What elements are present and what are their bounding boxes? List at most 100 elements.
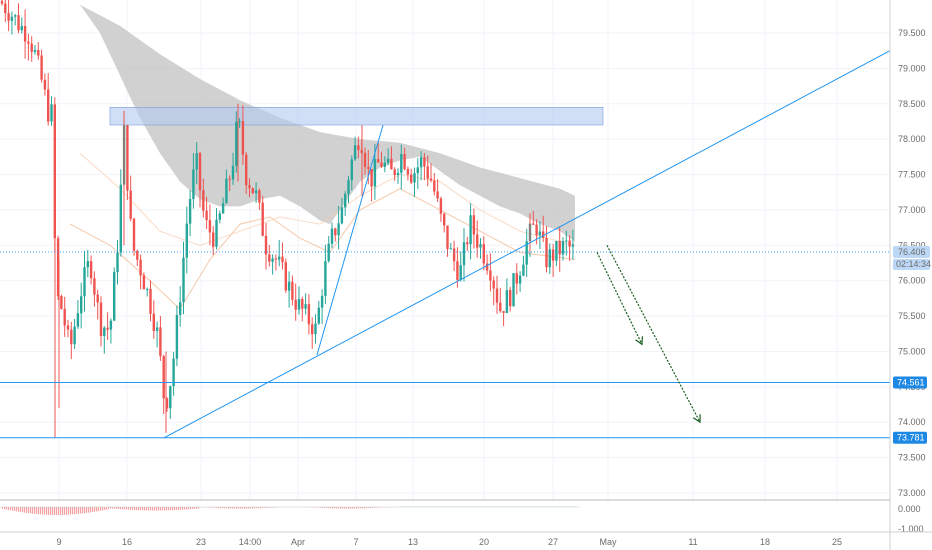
price-tick-label: 79.500 xyxy=(898,28,926,38)
moving-average-fast xyxy=(69,188,576,310)
candle-body xyxy=(542,231,545,238)
histogram-bar xyxy=(368,507,370,509)
histogram-bar xyxy=(82,507,84,514)
candle-body xyxy=(241,121,245,155)
histogram-bar xyxy=(270,507,272,508)
histogram-bar xyxy=(366,507,368,509)
candle-body xyxy=(301,299,304,309)
candle-body xyxy=(258,190,261,203)
histogram-bar xyxy=(556,506,558,507)
candle-body xyxy=(175,315,179,359)
candle-body xyxy=(146,288,149,290)
histogram-bar xyxy=(378,507,380,508)
histogram-bar xyxy=(422,506,424,507)
histogram-bar xyxy=(166,507,168,511)
histogram-bar xyxy=(170,507,172,511)
candle-body xyxy=(119,184,122,253)
histogram-bar xyxy=(486,506,488,507)
histogram-bar xyxy=(516,506,518,507)
candle-body xyxy=(334,228,337,236)
time-tick-label: 23 xyxy=(196,537,206,547)
candle-body xyxy=(314,323,317,335)
histogram-bar xyxy=(216,507,218,508)
price-axis[interactable]: 79.500 79.000 78.500 78.000 77.500 77.000 76.5… xyxy=(898,28,926,498)
histogram-bar xyxy=(356,507,358,509)
candle-body xyxy=(109,320,113,330)
histogram-bar xyxy=(512,506,514,507)
histogram-bar xyxy=(448,506,450,507)
time-tick-label: 7 xyxy=(353,537,358,547)
histogram-bar xyxy=(510,506,512,507)
candle-body xyxy=(202,190,205,211)
candle-body xyxy=(271,258,274,262)
histogram-bar xyxy=(346,507,348,509)
candle-body xyxy=(367,167,370,169)
candle-body xyxy=(571,244,575,247)
candle-body xyxy=(106,327,109,330)
candle-body xyxy=(33,50,37,52)
histogram-bar xyxy=(472,506,474,507)
candle-body xyxy=(172,358,175,387)
histogram-bar xyxy=(330,507,332,509)
histogram-bar xyxy=(534,506,536,507)
histogram-bar xyxy=(428,506,430,507)
histogram-bar xyxy=(68,507,70,515)
candle-body xyxy=(43,79,47,90)
candle-body xyxy=(245,154,248,186)
candle-body xyxy=(462,242,466,266)
histogram-bar xyxy=(192,507,194,510)
histogram-bar xyxy=(24,507,26,513)
countdown-label: 02:14:34 xyxy=(896,259,931,269)
histogram-bar xyxy=(174,507,176,511)
projection-arrows xyxy=(596,245,701,424)
histogram-bar xyxy=(570,506,572,507)
price-tick-label: 77.000 xyxy=(898,205,926,215)
histogram-bar xyxy=(418,506,420,507)
candle-body xyxy=(495,288,499,303)
candle-body xyxy=(294,299,297,310)
candle-body xyxy=(281,256,284,263)
histogram-bar xyxy=(498,506,500,507)
candle-body xyxy=(60,296,63,309)
projection-arrow-head xyxy=(692,414,701,424)
candle-body xyxy=(93,278,96,295)
histogram-bar xyxy=(122,507,124,510)
candle-body xyxy=(337,223,340,236)
histogram-bar xyxy=(544,506,546,507)
candle-body xyxy=(380,162,383,167)
candle-body xyxy=(169,386,172,409)
histogram-bar xyxy=(84,507,86,514)
candle-body xyxy=(515,273,518,284)
histogram-bar xyxy=(148,507,150,511)
candle-body xyxy=(205,210,208,221)
candle-body xyxy=(80,296,83,314)
price-tick-label: 75.000 xyxy=(898,346,926,356)
histogram-bar xyxy=(414,506,416,507)
histogram-bar xyxy=(4,507,6,510)
histogram-bar xyxy=(540,506,542,507)
histogram-bar xyxy=(22,507,24,513)
candle-body xyxy=(182,257,185,303)
candle-body xyxy=(436,191,439,199)
drawings xyxy=(0,50,891,439)
candle-body xyxy=(165,398,169,409)
candle-body xyxy=(73,326,76,345)
candle-body xyxy=(452,248,456,262)
histogram-bar xyxy=(142,507,144,511)
histogram-bar xyxy=(18,507,20,512)
histogram-bar xyxy=(124,507,126,510)
candle-body xyxy=(551,249,555,261)
histogram-bar xyxy=(442,506,444,507)
candle-body xyxy=(363,152,367,168)
histogram-bar xyxy=(240,507,242,509)
histogram-bar xyxy=(28,507,30,514)
candle-body xyxy=(393,169,396,176)
candle-body xyxy=(162,356,165,399)
candle-body xyxy=(466,242,469,245)
histogram-bar xyxy=(504,506,506,507)
time-axis[interactable]: 9 16 23 14:00 Apr 7 13 20 27 May 11 18 25 xyxy=(56,537,842,547)
histogram-bar xyxy=(230,507,232,509)
histogram-bar xyxy=(132,507,134,510)
histogram-bar xyxy=(440,506,442,507)
